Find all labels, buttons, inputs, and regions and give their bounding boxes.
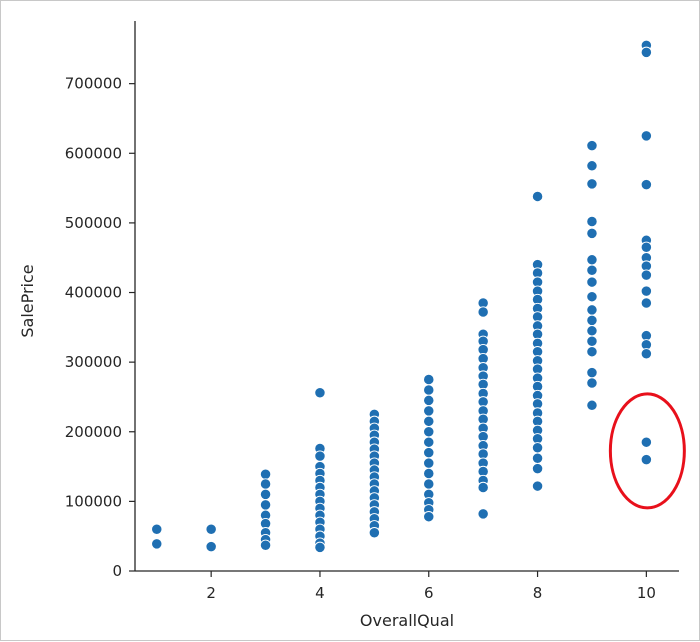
data-point (640, 285, 653, 297)
x-tick-label: 8 (533, 584, 543, 602)
data-point (259, 478, 272, 490)
x-tick-label: 4 (315, 584, 325, 602)
data-point (586, 160, 598, 172)
data-point (531, 190, 544, 203)
data-point (586, 314, 598, 327)
data-point (259, 468, 272, 480)
y-tick-label: 600000 (65, 144, 122, 162)
data-point (477, 508, 489, 520)
x-tick-label: 2 (206, 584, 216, 602)
data-point (259, 499, 272, 511)
data-point (586, 264, 598, 276)
data-point (423, 436, 435, 448)
data-point (586, 276, 598, 288)
data-point (423, 415, 435, 427)
data-point (423, 511, 435, 523)
data-point (423, 373, 435, 386)
data-point (586, 139, 598, 152)
x-tick-label: 10 (637, 584, 656, 602)
data-point (531, 480, 544, 492)
data-point (586, 335, 598, 347)
y-tick-label: 400000 (65, 284, 122, 302)
data-point (477, 306, 489, 318)
data-point (586, 346, 598, 358)
data-point (640, 178, 653, 191)
x-tick-label: 6 (424, 584, 434, 602)
x-axis-label: OverallQual (360, 611, 454, 630)
data-point (151, 523, 163, 535)
y-axis-label: SalePrice (18, 264, 37, 337)
y-tick-label: 100000 (65, 492, 122, 510)
data-point (586, 227, 598, 239)
data-point (640, 241, 653, 253)
data-point (586, 304, 598, 316)
data-point (586, 399, 598, 411)
data-point (531, 452, 544, 464)
data-point (314, 450, 326, 462)
y-tick-label: 0 (112, 562, 122, 580)
data-point (586, 377, 598, 389)
data-point (640, 453, 653, 466)
y-tick-label: 700000 (65, 75, 122, 93)
data-point (586, 366, 598, 379)
data-point (423, 457, 435, 469)
data-point (640, 348, 653, 360)
data-points (151, 39, 653, 553)
data-point (423, 394, 435, 407)
data-point (205, 523, 217, 535)
data-point (423, 467, 435, 480)
y-tick-label: 500000 (65, 214, 122, 232)
y-tick-label: 300000 (65, 353, 122, 371)
data-point (423, 384, 435, 396)
y-tick-label: 200000 (65, 423, 122, 441)
data-point (586, 215, 598, 228)
data-point (531, 463, 544, 475)
data-point (259, 539, 272, 551)
data-point (640, 436, 653, 448)
data-point (423, 478, 435, 490)
data-point (423, 426, 435, 438)
axes-spines (134, 21, 679, 572)
x-ticks: 2 4 6 8 10 (206, 571, 656, 602)
data-point (640, 269, 653, 281)
data-point (205, 540, 217, 553)
data-point (423, 405, 435, 417)
data-point (314, 541, 326, 553)
data-point (586, 325, 598, 337)
data-point (640, 297, 653, 309)
data-point (259, 488, 272, 501)
data-point (586, 254, 598, 266)
data-point (477, 481, 489, 494)
data-point (586, 178, 598, 190)
data-point (423, 446, 435, 459)
data-point (368, 527, 381, 539)
data-point (314, 387, 326, 399)
highlight-ellipse (608, 392, 686, 510)
data-point (151, 538, 163, 550)
data-point (531, 442, 544, 454)
y-ticks: 0 100000 200000 300000 400000 500000 600000 700… (65, 75, 135, 580)
data-point (586, 291, 598, 303)
data-point (640, 130, 653, 142)
data-point (640, 46, 653, 58)
